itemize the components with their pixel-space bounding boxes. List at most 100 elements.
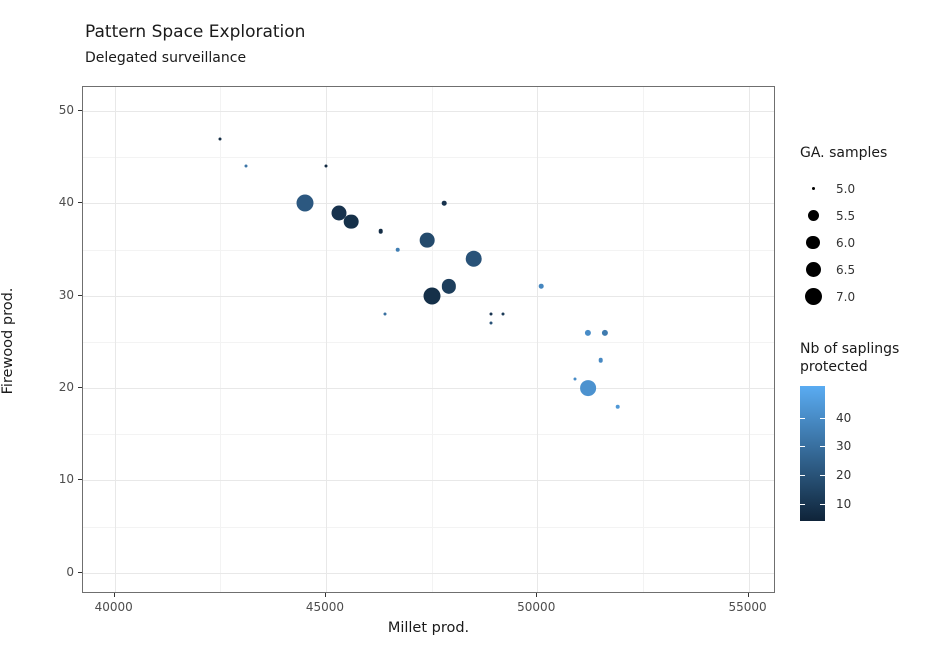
data-point: [395, 247, 401, 252]
y-gridline-major: [83, 480, 774, 482]
y-gridline-minor: [83, 341, 774, 343]
data-point: [324, 164, 328, 168]
y-tick-label: 20: [58, 380, 74, 395]
x-axis-tick: [324, 593, 326, 597]
y-tick-label: 10: [58, 472, 74, 487]
x-axis-label: Millet prod.: [387, 620, 470, 636]
color-legend: Nb of saplings protected 40 30 20 10: [800, 340, 928, 521]
y-tick-label: 30: [58, 287, 74, 302]
data-point: [489, 321, 493, 325]
x-gridline-minor: [431, 87, 433, 592]
size-legend-key: [800, 187, 826, 190]
y-gridline-minor: [83, 434, 774, 436]
colorbar-label: 40: [836, 410, 852, 425]
y-axis-tick: [78, 202, 82, 204]
data-point: [423, 287, 441, 305]
data-point: [539, 284, 544, 289]
x-tick-label: 45000: [305, 600, 345, 614]
colorbar-tick: [820, 503, 825, 505]
data-point: [441, 279, 456, 294]
x-gridline-major: [325, 87, 327, 592]
color-legend-title: Nb of saplings protected: [800, 340, 928, 376]
data-point: [584, 329, 592, 336]
size-legend-dot-icon: [804, 288, 822, 305]
size-legend-dot-icon: [805, 262, 821, 277]
y-gridline-minor: [83, 249, 774, 251]
y-tick-label: 0: [66, 564, 74, 579]
colorbar-tick: [800, 446, 805, 448]
x-gridline-major: [114, 87, 116, 592]
plot-panel: [82, 86, 775, 593]
size-legend-key: [800, 235, 826, 250]
colorbar-wrap: 40 30 20 10: [800, 386, 928, 521]
size-legend-label: 5.5: [836, 208, 856, 223]
colorbar-tick: [800, 503, 805, 505]
x-tick-label: 55000: [728, 600, 767, 614]
y-axis-tick: [78, 387, 82, 389]
size-legend-label: 7.0: [836, 289, 856, 304]
x-gridline-minor: [642, 87, 644, 592]
colorbar-label: 30: [836, 439, 852, 454]
data-point: [501, 312, 505, 316]
x-axis-tick: [113, 593, 115, 597]
y-axis-tick: [78, 294, 82, 296]
y-gridline-minor: [83, 526, 774, 528]
size-legend-label: 5.0: [836, 181, 856, 196]
size-legend-label: 6.5: [836, 262, 856, 277]
y-gridline-major: [83, 203, 774, 205]
size-legend-title: GA. samples: [800, 145, 888, 161]
data-point: [296, 194, 314, 212]
data-point: [441, 201, 447, 206]
data-point: [343, 214, 359, 230]
y-tick-label: 50: [58, 103, 74, 117]
size-legend-dot-icon: [811, 187, 815, 190]
y-gridline-major: [83, 572, 774, 574]
data-point: [601, 329, 608, 336]
size-legend-label: 6.0: [836, 235, 856, 250]
size-legend-entry: 5.0: [800, 175, 928, 202]
size-legend-key: [800, 210, 826, 221]
colorbar-label: 20: [836, 468, 852, 483]
colorbar-tick: [820, 417, 825, 419]
data-point: [331, 205, 347, 221]
color-legend-title-line2: protected: [800, 359, 868, 375]
size-legend-entry: 5.5: [800, 202, 928, 229]
size-legend-entries: 5.0 5.5 6.0 6.5 7.0: [800, 175, 928, 310]
data-point: [218, 137, 222, 141]
y-gridline-major: [83, 388, 774, 390]
size-legend-dot-icon: [807, 210, 819, 221]
data-point: [378, 228, 384, 234]
data-point: [573, 377, 577, 381]
y-gridline-minor: [83, 157, 774, 159]
data-point: [465, 250, 483, 268]
x-gridline-major: [537, 87, 539, 592]
colorbar-tick: [820, 475, 825, 477]
colorbar-tick: [820, 446, 825, 448]
chart-title: Pattern Space Exploration: [85, 22, 306, 42]
chart-subtitle: Delegated surveillance: [85, 50, 247, 66]
size-legend: GA. samples 5.0 5.5 6.0 6.5 7.0: [800, 145, 928, 310]
x-gridline-minor: [220, 87, 222, 592]
size-legend-entry: 7.0: [800, 283, 928, 310]
data-point: [489, 312, 493, 316]
y-axis-tick: [78, 479, 82, 481]
size-legend-dot-icon: [806, 235, 820, 250]
x-axis-tick: [536, 593, 538, 597]
x-gridline-major: [748, 87, 750, 592]
y-axis-label: Firewood prod.: [0, 287, 16, 395]
data-point: [580, 380, 596, 396]
size-legend-entry: 6.5: [800, 256, 928, 283]
colorbar-tick: [800, 475, 805, 477]
y-axis-tick: [78, 571, 82, 573]
y-gridline-major: [83, 111, 774, 112]
x-tick-label: 50000: [517, 600, 556, 614]
y-tick-label: 40: [58, 195, 74, 210]
colorbar-label: 10: [836, 496, 852, 511]
size-legend-key: [800, 288, 826, 305]
data-point: [244, 164, 248, 168]
x-tick-label: 40000: [94, 600, 133, 614]
data-point: [420, 232, 435, 248]
size-legend-key: [800, 262, 826, 277]
size-legend-entry: 6.0: [800, 229, 928, 256]
